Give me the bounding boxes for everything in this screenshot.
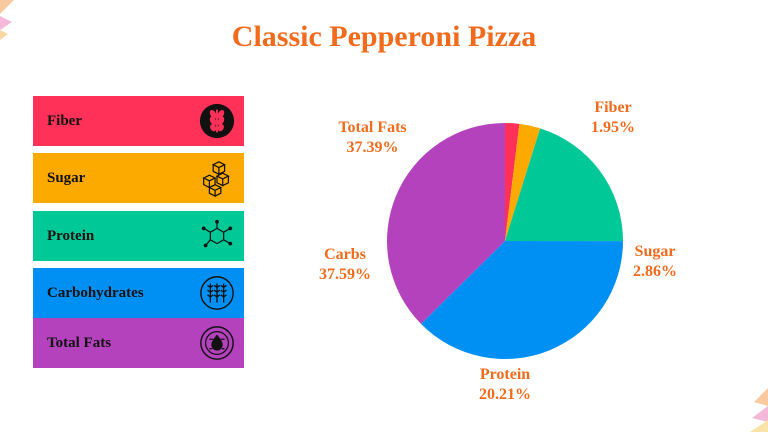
pie-chart: [387, 122, 624, 359]
grain-icon: [200, 276, 234, 310]
corner-decoration-bottom-right: [750, 388, 768, 432]
slice-label-value: 20.21%: [479, 386, 531, 403]
slice-label-value: 2.86%: [633, 263, 677, 280]
sugar-cubes-icon: [202, 161, 230, 197]
legend-label: Total Fats: [47, 335, 112, 351]
slice-label-value: 1.95%: [591, 119, 635, 136]
legend-item-protein: Protein: [33, 211, 244, 261]
oil-icon: [200, 326, 234, 360]
pie-slice-fiber: [505, 122, 520, 241]
chart-title: Classic Pepperoni Pizza: [231, 20, 537, 53]
corner-decoration-top-left: [0, 0, 14, 40]
slice-label-name: Total Fats: [338, 119, 407, 136]
pie-label-sugar: Sugar 2.86%: [620, 242, 690, 282]
slice-label-value: 37.39%: [346, 139, 399, 156]
legend-label: Protein: [47, 228, 95, 244]
legend-item-sugar: Sugar: [33, 153, 244, 203]
legend-label: Fiber: [47, 113, 82, 129]
legend-label: Sugar: [47, 170, 86, 186]
pie-slice-carbs: [420, 241, 623, 359]
legend-item-carbohydrates: Carbohydrates: [33, 268, 244, 318]
slice-label-name: Sugar: [634, 243, 676, 260]
pie-label-total-fats: Total Fats 37.39%: [325, 118, 420, 158]
molecule-icon: [201, 219, 233, 248]
legend-item-fiber: Fiber: [33, 96, 244, 146]
legend-label: Carbohydrates: [47, 285, 144, 301]
slice-label-value: 37.59%: [319, 266, 371, 283]
legend-item-total-fats: Total Fats: [33, 318, 244, 368]
pie-label-fiber: Fiber 1.95%: [578, 98, 648, 138]
slice-label-name: Carbs: [324, 246, 366, 263]
slice-label-name: Protein: [479, 366, 531, 383]
wheat-icon: [199, 103, 235, 139]
pie-label-carbs: Carbs 37.59%: [305, 245, 385, 285]
slice-label-name: Fiber: [594, 99, 632, 116]
pie-slice-sugar: [505, 123, 541, 241]
pie-label-protein: Protein 20.21%: [465, 365, 545, 405]
pie-slice-total-fats: [387, 123, 505, 324]
pie-slice-protein: [505, 128, 624, 242]
